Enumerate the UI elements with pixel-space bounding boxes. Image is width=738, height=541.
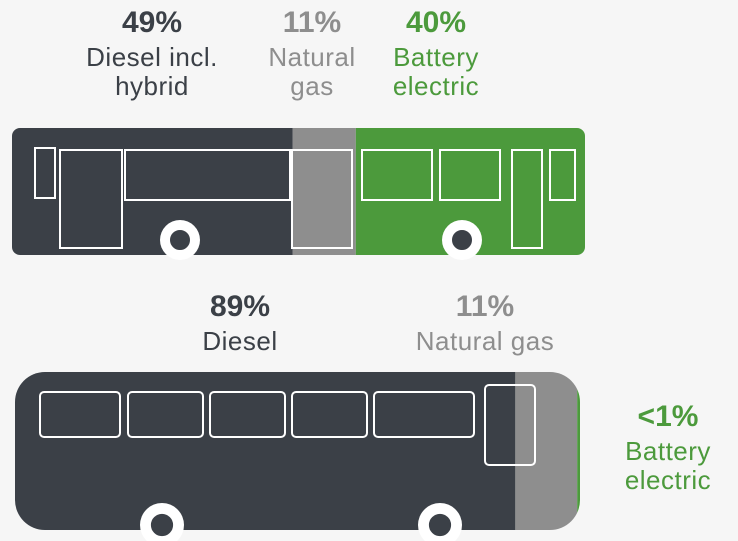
bus-segment [577,372,580,530]
segment-label: 89%Diesel [180,290,300,356]
percent-label: 89% [180,290,300,325]
wheel-hub [451,229,473,251]
segments [15,372,580,530]
category-label: Diesel incl. hybrid [67,43,237,103]
percent-label: 40% [371,6,501,41]
category-label: Natural gas [252,43,372,103]
infographic: 49%Diesel incl. hybrid11%Natural gas40%B… [0,0,738,541]
category-label: Diesel [180,327,300,357]
segments [12,128,585,255]
category-label: Natural gas [385,327,585,357]
bus [15,372,580,541]
wheel-hub [150,513,174,537]
bus [12,128,585,260]
segment-label: 11%Natural gas [252,6,372,102]
segment-label: 11%Natural gas [385,290,585,356]
percent-label: 11% [252,6,372,41]
percent-label: <1% [608,400,728,435]
category-label: Battery electric [371,43,501,103]
percent-label: 11% [385,290,585,325]
segment-label: 49%Diesel incl. hybrid [67,6,237,102]
wheel-hub [428,513,452,537]
segment-label: <1%Battery electric [608,400,728,496]
bus-segment [515,372,577,530]
percent-label: 49% [67,6,237,41]
segment-label: 40%Battery electric [371,6,501,102]
category-label: Battery electric [608,437,728,497]
bus-segment [293,128,356,255]
wheel-hub [169,229,191,251]
